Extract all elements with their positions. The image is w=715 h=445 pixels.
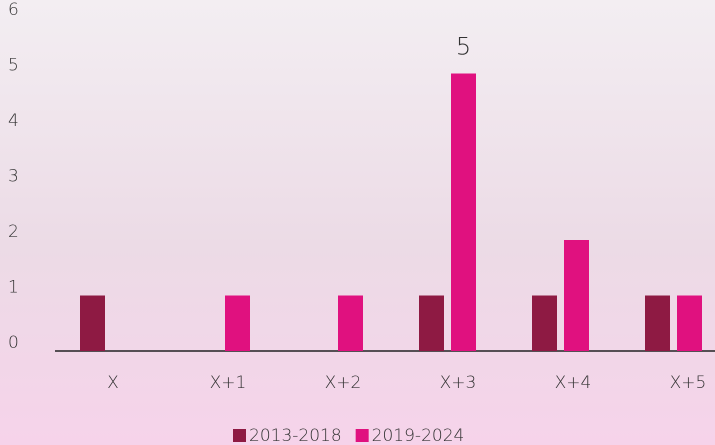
data-label: 5: [456, 33, 471, 61]
x-tick-label: X+1: [210, 373, 247, 393]
bar: [677, 295, 702, 351]
y-tick-label: 1: [8, 278, 19, 298]
x-tick-label: X: [107, 373, 119, 393]
y-tick-label: 5: [8, 56, 19, 76]
bar: [419, 295, 444, 351]
y-tick-label: 4: [8, 111, 19, 131]
x-tick-label: X+3: [440, 373, 477, 393]
bar: [532, 295, 557, 351]
bar: [80, 295, 105, 351]
x-tick-label: X+5: [670, 373, 707, 393]
bar: [645, 295, 670, 351]
y-tick-label: 6: [8, 0, 19, 20]
x-tick-label: X+4: [555, 373, 592, 393]
bar: [338, 295, 363, 351]
bar: [225, 295, 250, 351]
legend-label: 2019-2024: [372, 426, 465, 445]
bar: [564, 240, 589, 351]
bar: [451, 73, 476, 351]
legend-swatch: [233, 429, 246, 442]
y-tick-label: 2: [8, 222, 19, 242]
legend-swatch: [355, 429, 369, 442]
x-tick-label: X+2: [325, 373, 362, 393]
y-tick-label: 0: [8, 333, 19, 353]
y-tick-label: 3: [8, 167, 19, 187]
legend-label: 2013-2018: [249, 426, 342, 445]
